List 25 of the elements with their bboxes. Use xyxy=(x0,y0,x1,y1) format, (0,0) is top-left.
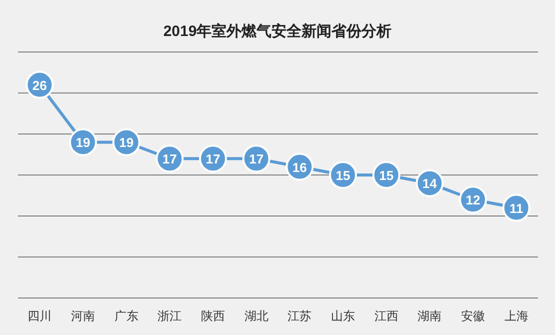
data-label: 17 xyxy=(162,152,177,167)
x-tick-label: 山东 xyxy=(331,309,355,323)
x-tick-label: 江苏 xyxy=(288,309,312,323)
x-tick-label: 陕西 xyxy=(201,309,225,323)
data-label: 11 xyxy=(509,200,524,216)
x-tick-label: 湖南 xyxy=(418,309,442,323)
data-label: 17 xyxy=(206,152,220,167)
data-label: 26 xyxy=(32,78,47,93)
chart-title: 2019年室外燃气安全新闻省份分析 xyxy=(163,22,392,40)
x-tick-label: 广东 xyxy=(114,309,138,323)
data-label: 19 xyxy=(119,135,134,150)
x-tick-label: 浙江 xyxy=(158,309,182,323)
data-label: 15 xyxy=(379,168,394,183)
data-label: 12 xyxy=(466,192,480,208)
x-tick-label: 四川 xyxy=(28,309,52,323)
data-label: 19 xyxy=(76,135,90,150)
x-tick-label: 上海 xyxy=(504,309,528,323)
data-label: 14 xyxy=(422,176,438,192)
data-label: 15 xyxy=(336,168,350,183)
x-tick-label: 江西 xyxy=(374,309,398,323)
x-tick-label: 湖北 xyxy=(244,309,268,323)
x-tick-label: 河南 xyxy=(71,309,95,323)
data-label: 17 xyxy=(249,152,264,167)
data-label: 16 xyxy=(292,160,307,175)
x-tick-label: 安徽 xyxy=(461,309,485,323)
